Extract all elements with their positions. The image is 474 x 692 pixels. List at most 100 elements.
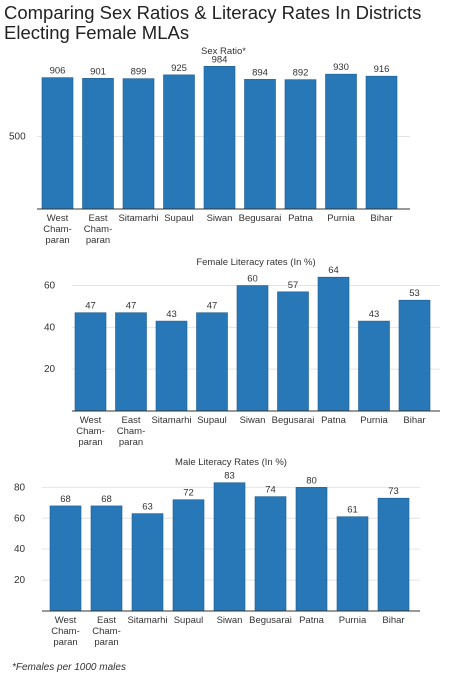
x-tick-label: Begusarai [239,213,282,224]
y-tick-label: 60 [44,281,56,292]
bar [41,77,74,210]
y-tick-label: 20 [14,575,26,586]
bar [365,75,398,210]
y-tick-label: 20 [44,364,56,375]
data-label: 64 [328,265,339,276]
data-label: 925 [171,63,187,74]
data-label: 72 [183,488,194,499]
x-tick-label: East Cham-paran [92,615,121,648]
x-tick-label: Siwan [240,415,266,426]
female-literacy-chart: Female Literacy rates (In %) 20 40 60 47 West… [0,253,474,453]
x-tick-label: Siwan [207,213,233,224]
x-tick-label: Bihar [382,615,404,626]
data-label: 73 [388,486,399,497]
data-label: 930 [333,62,349,73]
sex-ratio-chart: Sex Ratio* 500 906 West Cham-paran 901 East Cha… [0,44,474,252]
x-tick-label: Purnia [360,415,388,426]
data-label: 61 [347,505,358,516]
data-label: 80 [306,475,317,486]
chart-title: Female Literacy rates (In %) [196,257,315,268]
x-tick-label: Patna [288,213,314,224]
x-tick-label: Bihar [403,415,425,426]
x-tick-label: Siwan [217,615,243,626]
chart-title: Sex Ratio* [201,46,246,57]
bar [196,312,228,412]
x-tick-label: East Cham-paran [117,415,146,448]
data-label: 47 [85,301,96,312]
data-label: 901 [90,66,106,77]
data-label: 83 [224,471,235,482]
y-tick-label: 60 [14,513,26,524]
chart-title: Male Literacy Rates (In %) [175,457,287,468]
bar [398,299,431,412]
x-tick-label: Sitamarhi [127,615,167,626]
bar [284,79,317,210]
data-label: 53 [409,288,420,299]
bar [122,78,155,210]
y-tick-label: 80 [14,482,26,493]
x-tick-label: West Cham-paran [76,415,105,448]
data-label: 894 [252,67,268,78]
data-label: 68 [60,494,71,505]
bar [49,505,82,612]
bar [336,516,369,612]
bar [358,320,390,412]
bar [203,66,236,210]
male-literacy-chart-svg: Male Literacy Rates (In %) 20 40 60 80 68 West… [14,457,420,648]
data-label: 916 [374,64,390,75]
data-label: 68 [101,494,112,505]
x-tick-label: West Cham-paran [43,213,72,246]
sex-ratio-chart-svg: Sex Ratio* 500 906 West Cham-paran 901 East Cha… [9,46,410,246]
data-label: 43 [166,309,177,320]
data-label: 63 [142,502,153,513]
data-label: 899 [131,67,147,78]
y-tick-label: 40 [44,322,56,333]
data-label: 43 [369,309,380,320]
x-tick-label: Patna [299,615,325,626]
data-label: 74 [265,485,276,496]
bar [163,74,195,210]
x-tick-label: Bihar [370,213,392,224]
data-label: 892 [293,68,309,79]
data-label: 57 [288,280,299,291]
x-tick-label: Purnia [339,615,367,626]
bar [213,482,246,612]
data-label: 60 [247,274,258,285]
bar [131,513,164,612]
bar [82,78,114,210]
x-tick-label: East Cham-paran [84,213,113,246]
x-tick-label: Purnia [327,213,355,224]
male-literacy-chart: Male Literacy Rates (In %) 20 40 60 80 68 West… [0,455,474,655]
bar [155,320,188,412]
bar [277,291,309,412]
bar [295,487,328,612]
y-tick-label: 500 [9,132,26,143]
x-tick-label: Supaul [174,615,204,626]
data-label: 984 [212,54,228,65]
x-tick-label: Begusarai [272,415,315,426]
bar [115,312,147,412]
bar [254,496,287,612]
bar [244,79,276,210]
data-label: 47 [126,301,137,312]
female-literacy-chart-svg: Female Literacy rates (In %) 20 40 60 47 West… [44,257,440,448]
bar [74,312,107,412]
data-label: 47 [207,301,218,312]
bar [377,497,410,612]
x-tick-label: West Cham-paran [51,615,80,648]
bar [172,499,205,612]
y-tick-label: 40 [14,544,26,555]
bar [90,505,123,612]
bar [325,73,357,210]
footnote: *Females per 1000 males [12,662,126,673]
x-tick-label: Sitamarhi [118,213,158,224]
bar [317,276,350,412]
x-tick-label: Supaul [164,213,194,224]
x-tick-label: Begusarai [249,615,292,626]
x-tick-label: Sitamarhi [151,415,191,426]
data-label: 906 [50,66,66,77]
page-title: Comparing Sex Ratios & Literacy Rates In… [4,2,422,43]
x-tick-label: Supaul [197,415,227,426]
bar [236,285,269,412]
x-tick-label: Patna [321,415,347,426]
